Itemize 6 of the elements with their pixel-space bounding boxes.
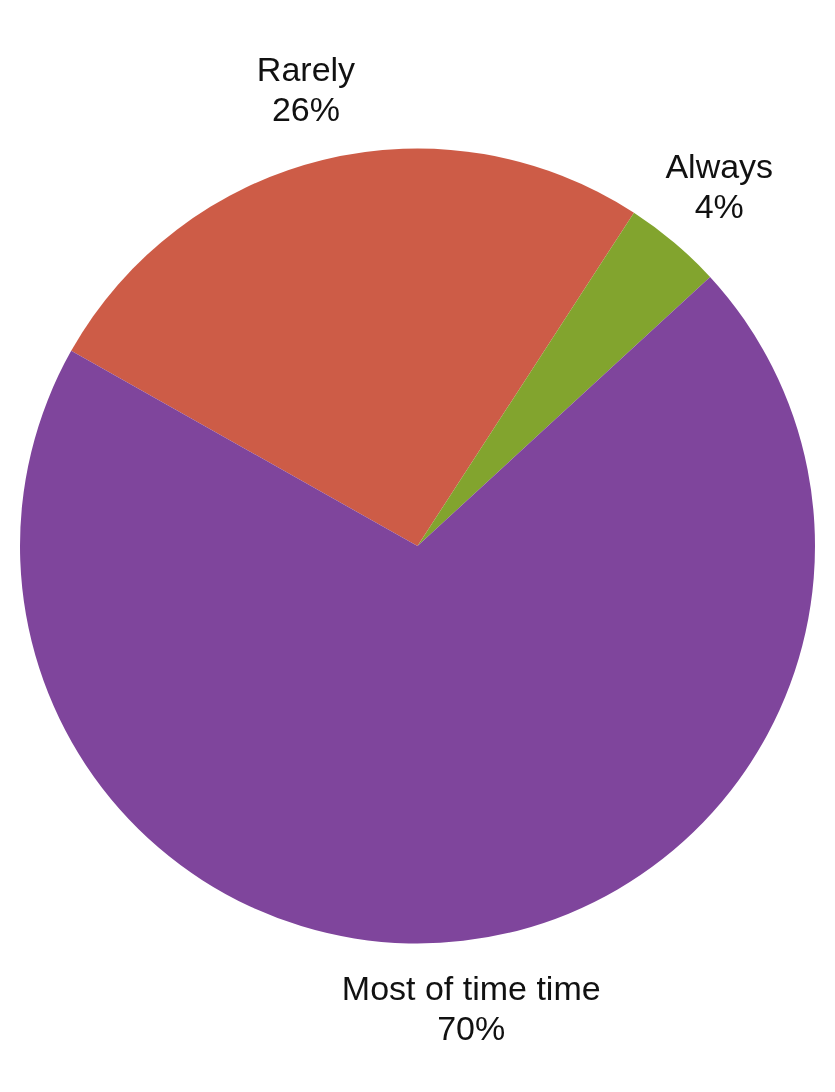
data-label: 26% <box>271 90 341 129</box>
data-label: 70% <box>437 1008 506 1047</box>
slice-label: Always <box>665 147 774 186</box>
slice-label: Rarely <box>256 50 356 89</box>
data-label: 4% <box>694 187 744 226</box>
slice-label: Most of time time <box>341 968 601 1007</box>
